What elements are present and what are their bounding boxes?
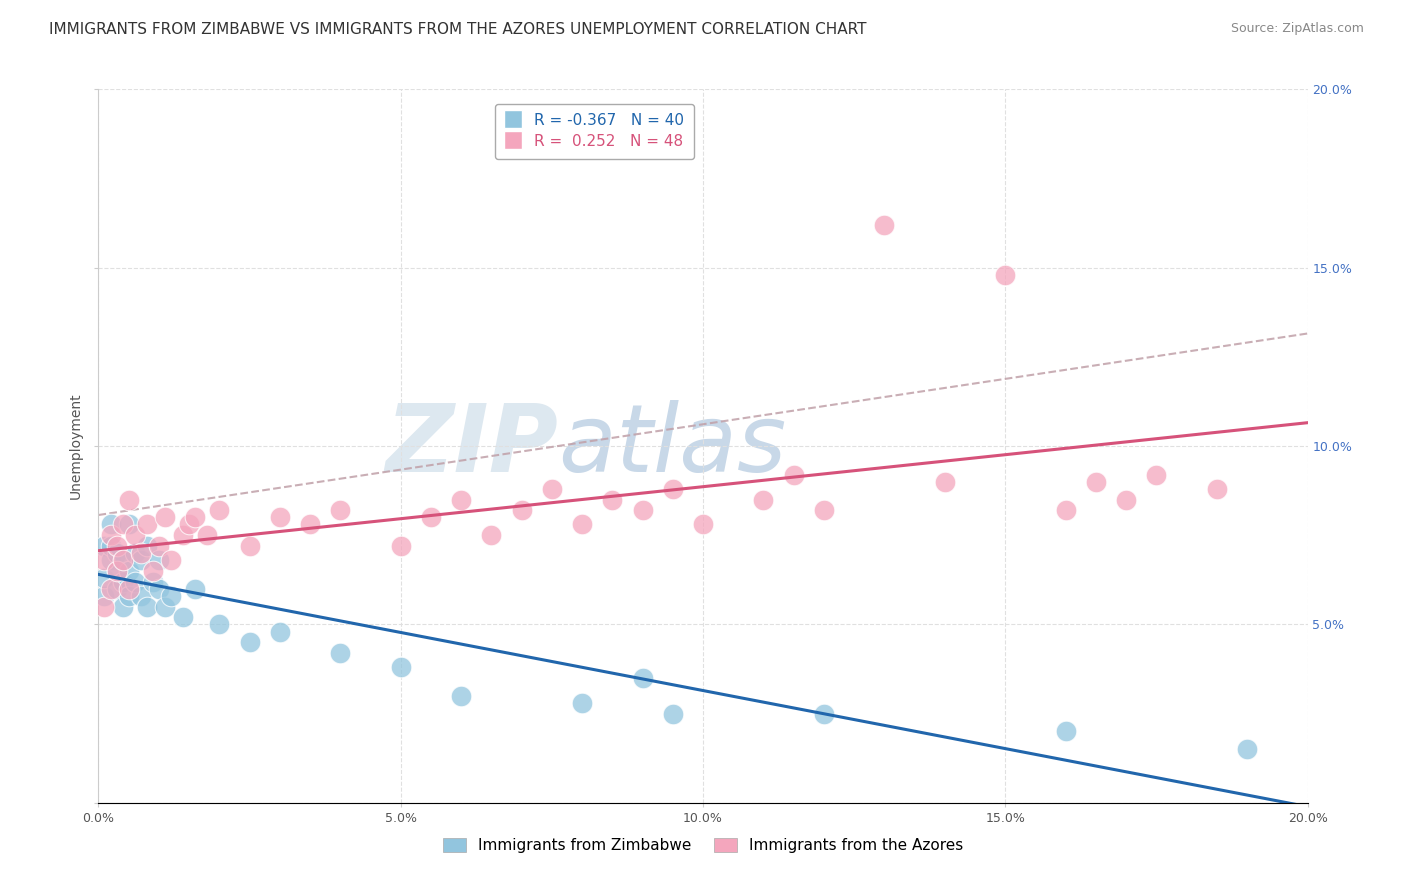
Point: [111, 599, 134, 614]
Text: IMMIGRANTS FROM ZIMBABWE VS IMMIGRANTS FROM THE AZORES UNEMPLOYMENT CORRELATION : IMMIGRANTS FROM ZIMBABWE VS IMMIGRANTS F…: [49, 22, 866, 37]
Point: [105, 546, 128, 560]
Point: [783, 467, 806, 482]
Point: [160, 589, 183, 603]
Point: [172, 610, 194, 624]
Point: [184, 582, 207, 596]
Point: [631, 503, 654, 517]
Point: [813, 706, 835, 721]
Point: [129, 553, 152, 567]
Point: [100, 553, 122, 567]
Point: [481, 528, 503, 542]
Point: [1206, 482, 1229, 496]
Point: [93, 571, 115, 585]
Point: [111, 553, 134, 567]
Point: [1054, 724, 1077, 739]
Text: Source: ZipAtlas.com: Source: ZipAtlas.com: [1230, 22, 1364, 36]
Point: [118, 492, 141, 507]
Point: [118, 589, 141, 603]
Point: [1054, 503, 1077, 517]
Point: [934, 475, 956, 489]
Point: [172, 528, 194, 542]
Point: [540, 482, 562, 496]
Point: [111, 574, 134, 589]
Point: [450, 492, 472, 507]
Point: [389, 660, 412, 674]
Point: [124, 546, 146, 560]
Point: [661, 706, 683, 721]
Point: [142, 574, 165, 589]
Point: [153, 510, 176, 524]
Point: [329, 646, 352, 660]
Point: [100, 539, 122, 553]
Point: [100, 528, 122, 542]
Point: [153, 599, 176, 614]
Point: [1085, 475, 1108, 489]
Point: [208, 617, 231, 632]
Point: [93, 553, 115, 567]
Point: [135, 517, 157, 532]
Point: [100, 517, 122, 532]
Point: [269, 510, 291, 524]
Point: [994, 268, 1017, 282]
Point: [111, 553, 134, 567]
Point: [329, 503, 352, 517]
Point: [1115, 492, 1137, 507]
Point: [1236, 742, 1258, 756]
Point: [813, 503, 835, 517]
Point: [389, 539, 412, 553]
Point: [692, 517, 714, 532]
Point: [118, 582, 141, 596]
Text: ZIP: ZIP: [385, 400, 558, 492]
Point: [160, 553, 183, 567]
Legend: Immigrants from Zimbabwe, Immigrants from the Azores: Immigrants from Zimbabwe, Immigrants fro…: [436, 832, 970, 859]
Point: [299, 517, 322, 532]
Point: [93, 589, 115, 603]
Point: [105, 564, 128, 578]
Point: [148, 553, 170, 567]
Point: [135, 539, 157, 553]
Point: [118, 564, 141, 578]
Point: [124, 528, 146, 542]
Point: [571, 696, 593, 710]
Point: [124, 574, 146, 589]
Text: atlas: atlas: [558, 401, 786, 491]
Point: [1144, 467, 1167, 482]
Point: [510, 503, 533, 517]
Point: [571, 517, 593, 532]
Point: [135, 599, 157, 614]
Point: [111, 517, 134, 532]
Point: [661, 482, 683, 496]
Point: [631, 671, 654, 685]
Y-axis label: Unemployment: Unemployment: [69, 392, 83, 500]
Point: [602, 492, 624, 507]
Point: [184, 510, 207, 524]
Point: [142, 564, 165, 578]
Point: [239, 635, 262, 649]
Point: [179, 517, 201, 532]
Point: [450, 689, 472, 703]
Point: [752, 492, 775, 507]
Point: [105, 539, 128, 553]
Point: [129, 589, 152, 603]
Point: [208, 503, 231, 517]
Point: [93, 599, 115, 614]
Point: [93, 539, 115, 553]
Point: [195, 528, 218, 542]
Point: [148, 582, 170, 596]
Point: [105, 582, 128, 596]
Point: [118, 517, 141, 532]
Point: [105, 564, 128, 578]
Point: [100, 582, 122, 596]
Point: [239, 539, 262, 553]
Point: [129, 546, 152, 560]
Point: [420, 510, 443, 524]
Point: [269, 624, 291, 639]
Point: [148, 539, 170, 553]
Point: [873, 218, 896, 232]
